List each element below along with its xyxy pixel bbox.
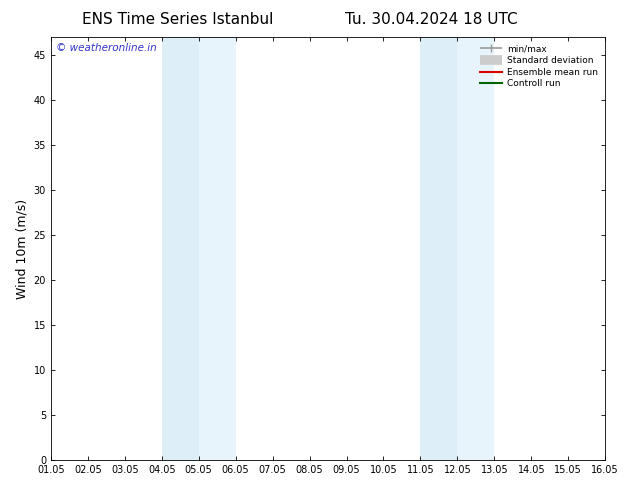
Bar — [457, 37, 495, 460]
Bar — [198, 37, 236, 460]
Text: ENS Time Series Istanbul: ENS Time Series Istanbul — [82, 12, 273, 27]
Y-axis label: Wind 10m (m/s): Wind 10m (m/s) — [15, 198, 28, 299]
Bar — [162, 37, 198, 460]
Legend: min/max, Standard deviation, Ensemble mean run, Controll run: min/max, Standard deviation, Ensemble me… — [477, 42, 600, 91]
Text: Tu. 30.04.2024 18 UTC: Tu. 30.04.2024 18 UTC — [345, 12, 517, 27]
Text: © weatheronline.in: © weatheronline.in — [56, 44, 157, 53]
Bar — [420, 37, 457, 460]
